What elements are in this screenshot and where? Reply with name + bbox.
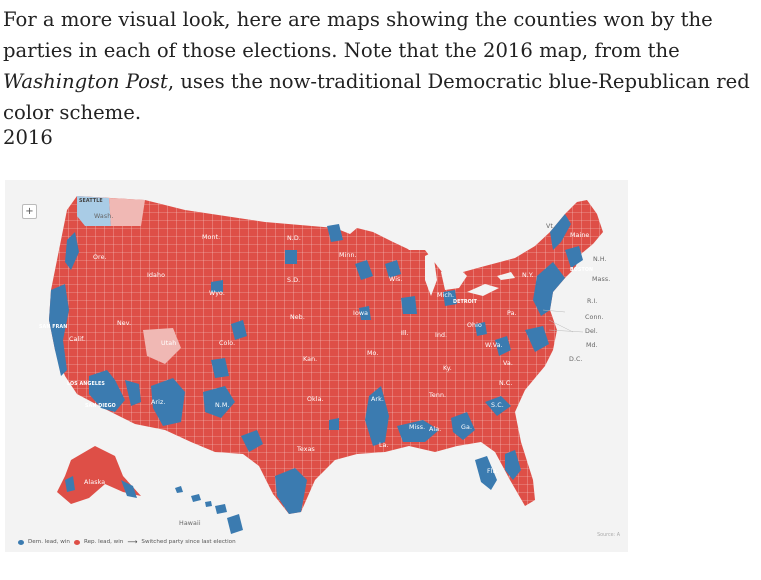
state-label-texas: Texas	[297, 446, 315, 453]
rep-swatch-icon	[73, 539, 80, 545]
state-label-utah: Utah	[161, 340, 177, 347]
state-label-kan: Kan.	[303, 356, 318, 363]
zoom-in-button[interactable]: +	[22, 204, 37, 219]
state-label-iowa: Iowa	[353, 310, 369, 317]
state-label-alaska: Alaska	[84, 479, 106, 486]
state-label-idaho: Idaho	[147, 272, 166, 279]
state-label-tenn: Tenn.	[429, 392, 447, 399]
state-label-mont: Mont.	[202, 234, 221, 241]
city-label-sanfran: SAN FRAN	[39, 325, 68, 330]
publication-name: Washington Post	[3, 70, 168, 93]
city-label-detroit: DETROIT	[453, 300, 478, 305]
arrow-right-icon: ⟶	[127, 538, 138, 546]
state-label-pa: Pa.	[507, 310, 517, 317]
state-label-hawaii: Hawaii	[179, 520, 201, 527]
state-label-minn: Minn.	[339, 252, 357, 259]
state-label-va: Va.	[503, 360, 513, 367]
state-label-sc: S.C.	[491, 402, 504, 409]
state-label-ore: Ore.	[93, 254, 107, 261]
state-label-md: Md.	[586, 342, 598, 349]
state-label-ky: Ky.	[443, 365, 452, 372]
election-map[interactable]: + Wash. Ore. Calif. Idaho Nev. Mont. Wyo…	[5, 180, 628, 552]
state-label-wash: Wash.	[94, 213, 114, 220]
state-label-la: La.	[379, 442, 389, 449]
state-label-sd: S.D.	[287, 277, 301, 284]
alaska	[57, 446, 141, 504]
state-label-maine: Maine	[570, 232, 590, 239]
state-label-dc: D.C.	[569, 356, 583, 363]
state-label-ark: Ark.	[371, 396, 384, 403]
state-label-del: Del.	[585, 328, 598, 335]
state-label-colo: Colo.	[219, 340, 236, 347]
state-label-nc: N.C.	[499, 380, 513, 387]
city-label-seattle: SEATTLE	[79, 199, 103, 204]
city-label-sandiego: SAN DIEGO	[85, 404, 116, 409]
legend-dem-label: Dem. lead, win	[28, 539, 70, 545]
state-label-calif: Calif.	[69, 336, 86, 343]
state-label-ill: Ill.	[401, 330, 409, 337]
city-label-losangeles: LOS ANGELES	[67, 382, 105, 387]
state-label-vt: Vt.	[546, 223, 556, 230]
intro-text-2: , uses the now-traditional Democratic bl…	[3, 70, 750, 124]
state-label-ariz: Ariz.	[151, 399, 166, 406]
state-label-ind: Ind.	[435, 332, 448, 339]
state-label-okla: Okla.	[307, 396, 324, 403]
dem-west-coast	[49, 284, 69, 376]
intro-text-1: For a more visual look, here are maps sh…	[3, 8, 713, 62]
state-label-wis: Wis.	[389, 276, 403, 283]
state-label-wyo: Wyo.	[209, 290, 225, 297]
legend-switched-label: Switched party since last election	[141, 539, 236, 545]
state-label-miss: Miss.	[409, 424, 426, 431]
dem-northeast	[533, 262, 565, 316]
state-label-nd: N.D.	[287, 235, 301, 242]
year-heading: 2016	[3, 126, 53, 149]
state-label-ny: N.Y.	[522, 272, 534, 279]
state-label-mich: Mich.	[437, 292, 455, 299]
state-label-ga: Ga.	[461, 424, 473, 431]
state-label-mass: Mass.	[592, 276, 611, 283]
hawaii	[175, 486, 243, 534]
state-label-ala: Ala.	[429, 426, 442, 433]
dem-swatch-icon	[18, 539, 24, 545]
map-source: Source: A	[597, 533, 620, 538]
state-label-ohio: Ohio	[467, 322, 482, 329]
great-lakes	[401, 238, 515, 296]
state-label-nm: N.M.	[215, 402, 230, 409]
state-label-wva: W.Va.	[485, 342, 503, 349]
legend-rep-label: Rep. lead, win	[83, 539, 124, 545]
intro-paragraph: For a more visual look, here are maps sh…	[3, 4, 755, 128]
state-label-fla: Fla.	[487, 468, 499, 475]
city-label-boston: BOSTON	[570, 268, 594, 273]
state-label-ri: R.I.	[587, 298, 598, 305]
state-label-conn: Conn.	[585, 314, 604, 321]
state-label-mo: Mo.	[367, 350, 379, 357]
county-map-svg	[49, 196, 603, 534]
map-legend: Dem. lead, win Rep. lead, win ⟶ Switched…	[18, 538, 236, 546]
state-label-nh: N.H.	[593, 256, 607, 263]
state-label-neb: Neb.	[290, 314, 305, 321]
state-label-nev: Nev.	[117, 320, 132, 327]
